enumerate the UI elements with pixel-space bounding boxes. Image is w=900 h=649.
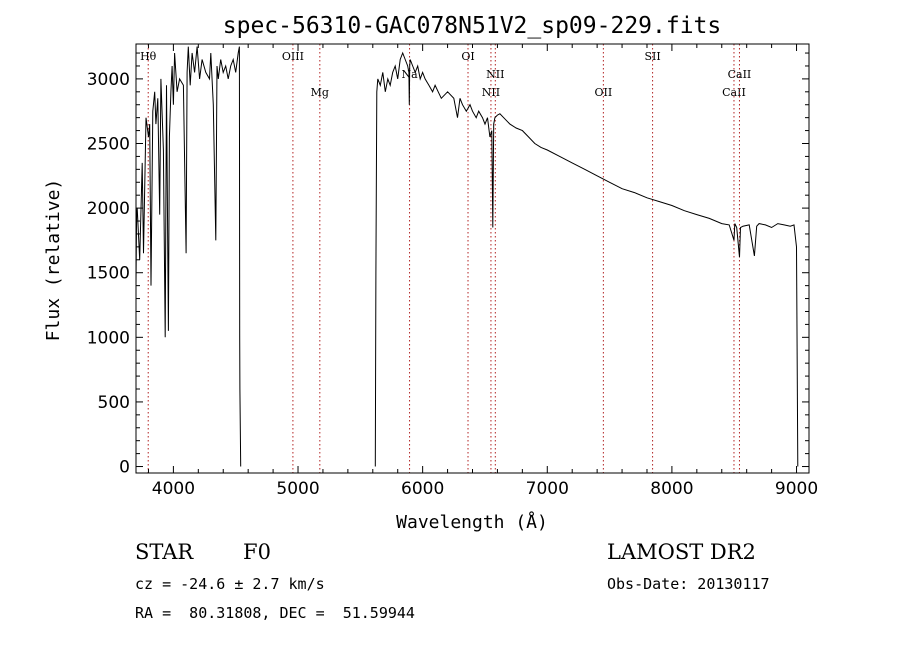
y-tick-label: 1000 bbox=[87, 328, 130, 348]
chart-title: spec-56310-GAC078N51V2_sp09-229.fits bbox=[223, 13, 722, 39]
x-tick-label: 8000 bbox=[650, 479, 693, 499]
spectrum-series bbox=[135, 46, 799, 467]
y-tick-label: 2000 bbox=[87, 199, 130, 219]
spectrum-segment-2 bbox=[374, 51, 799, 467]
object-class: STAR bbox=[135, 540, 194, 564]
y-tick-label: 1500 bbox=[87, 264, 130, 284]
coordinates: RA = 80.31808, DEC = 51.59944 bbox=[135, 604, 415, 622]
survey-label: LAMOST DR2 bbox=[607, 540, 756, 564]
y-axis-label: Flux (relative) bbox=[43, 179, 64, 342]
line-marker-label: OII bbox=[595, 86, 613, 99]
y-tick-label: 2500 bbox=[87, 134, 130, 154]
x-tick-label: 4000 bbox=[152, 479, 195, 499]
y-tick-label: 3000 bbox=[87, 70, 130, 90]
y-tick-label: 500 bbox=[98, 393, 130, 413]
line-marker-label: Mg bbox=[311, 86, 329, 99]
line-marker-label: NII bbox=[482, 86, 500, 99]
obs-date: Obs-Date: 20130117 bbox=[607, 575, 770, 593]
spectrum-segment-1 bbox=[135, 46, 242, 467]
line-marker-label: OI bbox=[461, 50, 474, 63]
y-tick-label: 0 bbox=[119, 458, 130, 478]
x-axis-label: Wavelength (Å) bbox=[396, 511, 548, 533]
subclass: F0 bbox=[243, 540, 271, 564]
x-tick-label: 9000 bbox=[775, 479, 818, 499]
line-marker-label: CaII bbox=[722, 86, 746, 99]
line-marker-label: NII bbox=[486, 68, 504, 81]
line-marker-label: SII bbox=[644, 50, 660, 63]
x-tick-label: 5000 bbox=[276, 479, 319, 499]
plot-frame bbox=[135, 43, 810, 474]
velocity-info: cz = -24.6 ± 2.7 km/s bbox=[135, 575, 325, 593]
axes: 4000 5000 6000 7000 8000 9000 0 500 1000 1500 2000… bbox=[87, 44, 818, 499]
line-marker-label: OIII bbox=[282, 50, 304, 63]
line-marker-label: CaII bbox=[728, 68, 752, 81]
line-marker-label: Hθ bbox=[140, 50, 157, 63]
x-tick-label: 6000 bbox=[401, 479, 444, 499]
x-tick-label: 7000 bbox=[526, 479, 569, 499]
